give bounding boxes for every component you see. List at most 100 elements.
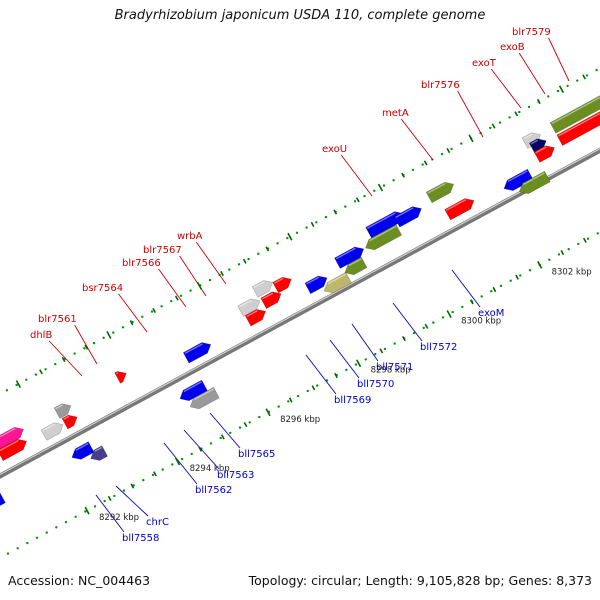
forward-label-leader	[457, 90, 484, 138]
forward-gene-label: bsr7564	[82, 283, 123, 294]
reverse-guide-dot	[64, 520, 68, 524]
label-leader-lines	[48, 37, 570, 533]
forward-guide-dot	[305, 226, 308, 229]
reverse-label-leader	[115, 485, 149, 517]
reverse-guide-dot	[180, 457, 184, 461]
gene-arrow	[365, 224, 403, 251]
reverse-guide-dot	[528, 269, 532, 272]
scale-tick	[379, 348, 384, 354]
forward-label-leader	[548, 37, 570, 82]
gene-arrow-highlight	[115, 372, 119, 375]
forward-gene-label: blr7579	[512, 27, 551, 38]
reverse-guide-dot	[509, 279, 512, 282]
gene-labels: dhlB blr7561 bsr7564 blr7566 blr7567 wrbA exoU…	[30, 27, 551, 544]
forward-label-leader	[195, 241, 227, 285]
reverse-guide-dot	[412, 331, 416, 335]
forward-guide-dot	[382, 184, 386, 187]
scale-tick	[333, 209, 338, 215]
scale-tick	[198, 446, 203, 452]
scale-tick	[536, 98, 541, 105]
scale-tick	[15, 380, 22, 388]
forward-guide-dot	[228, 268, 231, 271]
reverse-gene-label: bll7562	[195, 485, 232, 496]
gene-arrow-highlight	[94, 446, 103, 452]
gene-arrow-highlight	[427, 182, 446, 194]
gene-arrow-highlight	[522, 172, 545, 186]
gene-arrow	[304, 275, 328, 295]
reverse-guide-dot	[364, 358, 367, 361]
reverse-guide-dot	[161, 468, 164, 471]
scale-tick	[129, 320, 134, 326]
forward-gene-label: blr7567	[143, 245, 182, 256]
forward-guide-dot	[585, 74, 589, 77]
reverse-gene-label: chrC	[146, 517, 169, 528]
gene-arrow	[503, 168, 534, 191]
reverse-guide-dot	[238, 426, 242, 429]
forward-guide-dot	[83, 347, 86, 350]
scale-tick	[423, 160, 428, 166]
scale-tick	[153, 471, 157, 477]
forward-label-leader	[518, 52, 546, 95]
reverse-label-leader	[163, 442, 198, 485]
forward-gene-label: blr7576	[421, 80, 460, 91]
forward-guide-dot	[112, 331, 115, 334]
forward-guide-dot	[179, 294, 183, 297]
gene-arrow-highlight	[535, 146, 547, 154]
forward-guide-dot	[576, 79, 579, 82]
reverse-guide-dot	[74, 515, 77, 518]
gene-arrow-highlight	[261, 292, 274, 300]
gene-arrow	[393, 206, 422, 228]
reverse-gene-label: bll7563	[217, 470, 254, 481]
forward-guide-dot	[411, 168, 415, 172]
scale-tick	[196, 281, 203, 290]
accession-text: Accession: NC_004463	[8, 573, 151, 588]
gene-arrow-highlight	[75, 442, 89, 451]
scale-tick	[401, 172, 406, 178]
gene-arrow	[528, 138, 547, 155]
reverse-guide-dot	[45, 531, 48, 534]
reverse-guide-dot	[374, 352, 377, 356]
reverse-guide-dot	[151, 473, 155, 477]
scale-tick	[130, 483, 135, 489]
scale-label: 8292 kbp	[99, 513, 139, 523]
forward-guide-dot	[498, 121, 502, 124]
scale-tick	[377, 183, 384, 192]
gene-arrow	[272, 276, 292, 294]
scale-tick	[107, 495, 112, 501]
forward-label-leader	[340, 154, 373, 197]
forward-guide-dot	[276, 242, 279, 245]
reverse-gene-label: bll7571	[376, 362, 413, 373]
gene-arrow	[189, 386, 220, 410]
gene-arrow	[344, 256, 368, 276]
reverse-guide-dot	[93, 505, 97, 508]
reverse-guide-dot	[16, 547, 19, 550]
gene-arrow	[0, 426, 24, 450]
forward-gene-label: wrbA	[177, 231, 203, 242]
reverse-guide-dot	[26, 541, 29, 545]
reverse-guide-dot	[277, 405, 280, 408]
scale-label: 8300 kbp	[461, 317, 501, 327]
gene-arrow-highlight	[507, 170, 528, 183]
reverse-guide-dot	[548, 258, 551, 261]
gene-arrow	[40, 422, 64, 441]
reverse-guide-dot	[219, 436, 222, 440]
scale-tick	[514, 111, 519, 117]
reverse-label-leader	[329, 339, 360, 379]
scale-label: 8302 kbp	[552, 267, 592, 277]
scale-tick	[537, 261, 543, 269]
gene-arrow-highlight	[0, 439, 19, 452]
forward-guide-dot	[44, 368, 47, 371]
scale-tick	[288, 397, 293, 403]
scale-tick	[424, 323, 429, 329]
gene-arrow-highlight	[0, 427, 16, 438]
gene-arrow	[244, 309, 267, 327]
reverse-label-leader	[392, 302, 423, 342]
gene-arrow-highlight	[306, 276, 320, 285]
forward-gene-label: exoT	[472, 58, 497, 69]
scale-label: 8294 kbp	[190, 464, 230, 474]
gene-arrow-highlight	[42, 423, 56, 432]
forward-guide-dot	[34, 373, 38, 376]
gene-arrow-highlight	[523, 133, 533, 140]
forward-guide-dot	[508, 116, 511, 119]
